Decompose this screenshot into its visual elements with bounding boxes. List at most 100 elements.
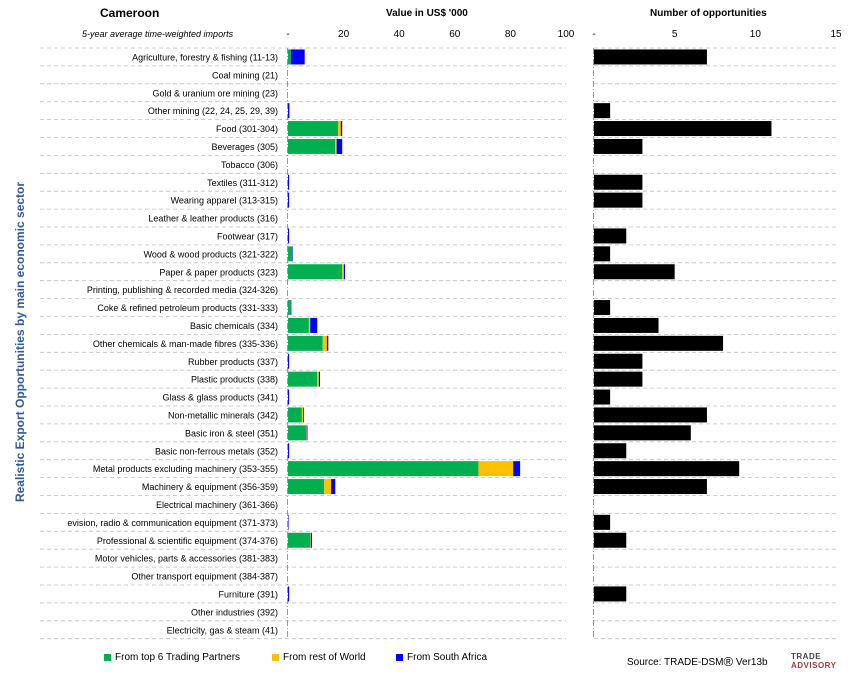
source-version: Ver13b [735,657,768,668]
category-label: Coke & refined petroleum products (331-3… [97,303,278,313]
legend-label-top6: From top 6 Trading Partners [115,652,241,663]
value-bar-segment [340,121,343,137]
opportunities-bar [594,479,707,495]
category-label: Textiles (311-312) [207,178,278,188]
value-bar-segment [288,264,343,280]
opportunities-bar [594,246,611,262]
opportunities-tick-label: 15 [830,29,842,40]
category-label: Food (301-304) [216,124,278,134]
category-label: Machinery & equipment (356-359) [142,482,278,492]
category-label: Wood & wood products (321-322) [144,249,278,259]
opportunities-bar [594,103,611,119]
legend-swatch-rest-of-world [272,654,279,661]
value-bar-segment [288,174,290,190]
value-bar-segment [288,407,302,423]
value-bar-segment [331,479,336,495]
value-tick-label: 60 [449,29,461,40]
category-label: Plastic products (338) [191,375,278,385]
value-bar-segment [288,138,336,154]
value-chart-title: Value in US$ '000 [386,8,468,19]
value-tick-label: 80 [505,29,517,40]
value-bar-segment [343,264,345,280]
opportunities-bar [594,300,611,316]
legend-swatch-south-africa [396,654,403,661]
category-label: Other mining (22, 24, 25, 29, 39) [148,106,278,116]
value-bar-segment [288,49,291,65]
opportunities-bar [594,461,740,477]
value-bar-segment [288,353,290,369]
value-bar-segment [288,443,290,459]
opportunities-bar [594,121,772,137]
category-label: Glass & glass products (341) [162,393,278,403]
value-bar-segment [306,425,307,441]
value-bar-segment [318,371,320,387]
value-bar-segment [288,335,323,351]
value-bar-segment [478,461,514,477]
opportunities-bar [594,264,675,280]
value-bar-segment [288,514,289,530]
category-label: Printing, publishing & recorded media (3… [87,285,278,295]
category-label: Wearing apparel (313-315) [171,196,278,206]
value-bar-segment [288,317,309,333]
value-bar-segment [324,479,332,495]
value-bar-segment [288,300,291,316]
value-tick-label: - [286,29,289,40]
trade-advisory-logo: TRADE ADVISORY [791,652,837,670]
opportunities-bar [594,407,707,423]
value-bar-segment [306,425,308,441]
opportunities-tick-label: 10 [750,29,762,40]
opportunities-bar [594,443,627,459]
legend-swatch-top6 [104,654,111,661]
category-label: Other industries (392) [191,607,278,617]
category-label: Basic non-ferrous metals (352) [155,446,278,456]
category-label: Non-metallic minerals (342) [168,410,278,420]
category-label: Other transport equipment (384-387) [131,572,278,582]
value-bar-segment [336,138,343,154]
value-bar-segment [513,461,521,477]
value-tick-label: 100 [558,29,575,40]
legend-south-africa: From South Africa [396,652,487,663]
value-bar-segment [288,389,290,405]
value-bar-segment [338,121,341,137]
opportunities-bar [594,371,643,387]
value-bar-segment [288,371,318,387]
opportunities-bar [594,228,627,244]
category-label: Motor vehicles, parts & accessories (381… [95,554,278,564]
opportunities-bar [594,49,707,65]
opportunities-bar [594,532,627,548]
value-bar-segment [288,532,311,548]
value-bar-segment [288,121,339,137]
opportunities-bar [594,192,643,208]
registered-mark: ® [723,654,734,669]
chart-subtitle: 5-year average time-weighted imports [82,29,234,39]
category-label: Other chemicals & man-made fibres (335-3… [93,339,278,349]
value-bar-segment [335,138,337,154]
country-title: Cameroon [100,6,160,20]
opportunities-bar [594,317,659,333]
value-bar-segment [342,264,344,280]
value-bar-segment [288,479,325,495]
opportunities-bar [594,425,691,441]
category-label: Furniture (391) [218,589,278,599]
category-label: Basic iron & steel (351) [185,428,278,438]
category-label: Professional & scientific equipment (374… [97,536,278,546]
opportunities-bar [594,174,643,190]
opportunities-tick-label: 5 [672,29,678,40]
value-bar-segment [310,532,311,548]
category-label: Tobacco (306) [221,160,278,170]
opportunities-bar [594,514,611,530]
value-bar-segment [301,407,304,423]
value-bar-segment [288,425,307,441]
category-label: Electrical machinery (361-366) [156,500,278,510]
category-label: Basic chemicals (334) [190,321,278,331]
value-bar-segment [292,246,293,262]
category-label: Paper & paper products (323) [159,267,278,277]
opportunities-bar [594,389,611,405]
value-bar-segment [310,317,318,333]
category-label: Gold & uranium ore mining (23) [152,88,278,98]
category-label: Leather & leather products (316) [148,214,278,224]
opportunities-bar [594,586,627,602]
source-note: Source: TRADE-DSM® Ver13b [627,654,768,669]
logo-line-1: TRADE [791,652,822,661]
